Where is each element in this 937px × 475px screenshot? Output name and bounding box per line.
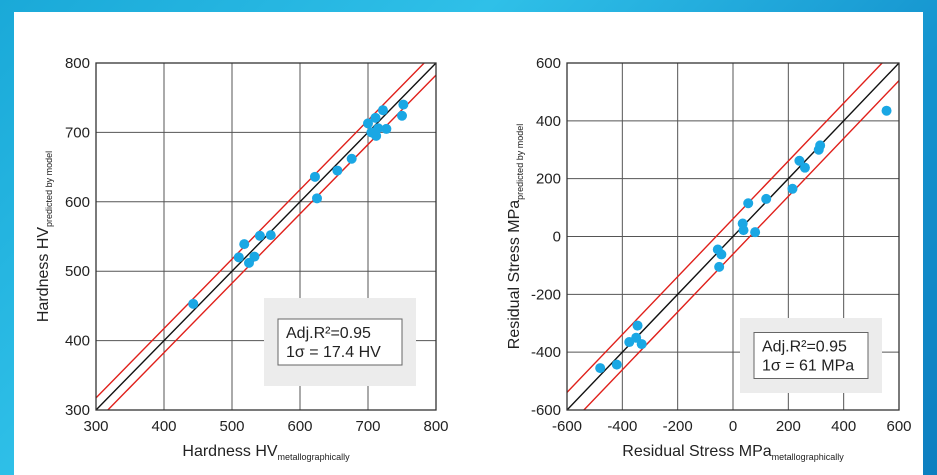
y-axis-title: Hardness HVpredicted by model xyxy=(35,151,54,322)
y-tick-label: 400 xyxy=(536,113,561,130)
y-tick-label: 600 xyxy=(65,194,90,211)
x-tick-label: 400 xyxy=(831,418,856,435)
data-point xyxy=(636,339,647,350)
x-tick-label: 0 xyxy=(729,418,737,435)
annotation-box: Adj.R²=0.95 1σ = 17.4 HV xyxy=(264,298,416,386)
y-tick-label: 500 xyxy=(65,263,90,280)
data-point xyxy=(332,165,343,176)
data-point xyxy=(743,198,754,209)
data-point xyxy=(188,298,199,309)
data-point xyxy=(265,230,276,241)
data-point xyxy=(363,118,373,129)
annotation-frame xyxy=(753,332,869,379)
x-axis-title: Hardness HVmetallographically xyxy=(182,443,350,462)
data-point xyxy=(799,162,810,173)
data-point xyxy=(254,230,265,241)
annotation-line-1: Adj.R²=0.95 xyxy=(286,325,371,342)
annotation-line-2: 1σ = 17.4 HV xyxy=(286,344,381,361)
data-point xyxy=(346,153,357,164)
data-point xyxy=(381,123,392,134)
data-point xyxy=(815,140,826,151)
reference-lines xyxy=(567,63,899,410)
data-point xyxy=(611,359,622,370)
plot-frame xyxy=(566,62,900,411)
data-point xyxy=(377,105,388,116)
lower-sigma-line xyxy=(582,80,899,410)
upper-sigma-line xyxy=(567,63,884,393)
y-tick-label: -400 xyxy=(531,344,561,361)
scatter-figures: Adj.R²=0.95 1σ = 17.4 HV 300 400 500 600 700 80… xyxy=(35,55,912,462)
data-points xyxy=(595,105,892,374)
figure-panel: Adj.R²=0.95 1σ = 17.4 HV 300 400 500 600 700 80… xyxy=(14,12,923,475)
x-tick-label: 200 xyxy=(776,418,801,435)
data-point xyxy=(595,363,606,374)
x-tick-label: 600 xyxy=(287,418,312,435)
x-tick-label: -400 xyxy=(607,418,637,435)
x-tick-label: 700 xyxy=(355,418,380,435)
y-tick-label: -600 xyxy=(531,402,561,419)
y-tick-label: 400 xyxy=(65,333,90,350)
data-point xyxy=(787,183,798,194)
data-point xyxy=(738,225,749,236)
data-point xyxy=(239,239,250,250)
x-tick-label: 600 xyxy=(886,418,911,435)
y-axis-title: Residual Stress MPapredicted by model xyxy=(506,124,525,349)
data-point xyxy=(881,105,892,116)
annotation-box: Adj.R²=0.95 1σ = 61 MPa xyxy=(740,318,882,393)
data-point xyxy=(371,130,382,141)
data-point xyxy=(370,112,381,123)
data-point xyxy=(761,193,772,204)
x-tick-label: -600 xyxy=(552,418,582,435)
y-tick-label: 300 xyxy=(65,402,90,419)
y-tick-label: 200 xyxy=(536,171,561,188)
y-tick-label: 600 xyxy=(536,55,561,72)
data-point xyxy=(309,171,320,182)
chart-1: Adj.R²=0.95 1σ = 17.4 HV 300 400 500 600 700 80… xyxy=(35,55,449,462)
x-axis-title: Residual Stress MPametallographically xyxy=(622,443,844,462)
annotation-line-1: Adj.R²=0.95 xyxy=(762,339,847,356)
data-points xyxy=(188,99,409,309)
data-point xyxy=(312,193,322,204)
data-point xyxy=(716,249,727,260)
y-tick-label: 0 xyxy=(553,229,561,246)
data-point xyxy=(714,261,725,272)
x-tick-label: 500 xyxy=(219,418,244,435)
data-point xyxy=(373,123,384,134)
annotation-frame xyxy=(277,318,403,366)
y-tick-label: 700 xyxy=(65,124,90,141)
data-point xyxy=(233,252,244,263)
x-tick-label: 800 xyxy=(423,418,448,435)
chart-2: Adj.R²=0.95 1σ = 61 MPa -600 -400 -200 0 200 40… xyxy=(506,55,912,462)
data-point xyxy=(398,99,409,110)
y-tick-label: 800 xyxy=(65,55,90,72)
data-point xyxy=(794,155,805,166)
data-point xyxy=(397,110,407,121)
x-tick-label: 400 xyxy=(151,418,176,435)
identity-line xyxy=(567,63,899,410)
annotation-line-2: 1σ = 61 MPa xyxy=(762,358,854,375)
data-point xyxy=(750,227,761,238)
x-tick-label: -200 xyxy=(663,418,693,435)
x-tick-label: 300 xyxy=(83,418,108,435)
y-tick-label: -200 xyxy=(531,286,561,303)
data-point xyxy=(632,320,643,331)
plot-frame xyxy=(95,62,437,411)
data-point xyxy=(249,251,260,262)
